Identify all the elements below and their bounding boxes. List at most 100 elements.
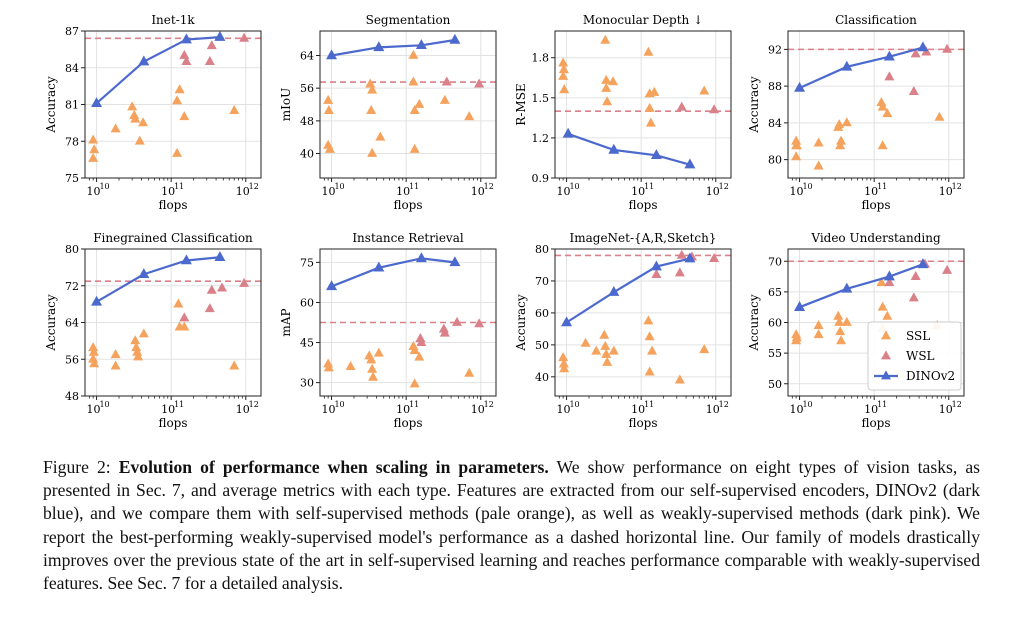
y-tick-label: 55 <box>768 347 782 360</box>
ssl-point <box>841 117 852 127</box>
ssl-point <box>834 119 845 129</box>
ssl-point <box>601 74 612 84</box>
wsl-point <box>206 40 217 50</box>
ssl-point <box>131 342 142 352</box>
ssl-point <box>367 84 378 94</box>
ssl-point <box>558 358 569 368</box>
ssl-point <box>602 96 613 106</box>
dinov2-point <box>180 254 192 265</box>
x-tick-label: 10 <box>322 403 336 416</box>
y-axis-label: Accuracy <box>514 294 528 351</box>
dinov2-point <box>91 97 103 108</box>
dinov2-line <box>331 38 456 57</box>
dinov2-line <box>331 257 456 288</box>
y-axis-label: Accuracy <box>747 76 761 133</box>
ssl-point <box>365 78 376 88</box>
y-tick-label: 64 <box>65 317 79 330</box>
wsl-point <box>439 327 450 337</box>
x-tick-label: 10 <box>236 403 250 416</box>
ssl-point <box>876 97 887 107</box>
dinov2-point <box>415 39 427 50</box>
x-tick-exponent: 11 <box>877 400 887 409</box>
ssl-point <box>934 111 945 121</box>
x-tick-label: 10 <box>790 403 804 416</box>
y-tick-label: 40 <box>300 148 314 161</box>
ssl-point <box>368 371 379 381</box>
ssl-point <box>644 366 655 376</box>
y-tick-label: 75 <box>65 172 79 185</box>
ssl-point <box>110 360 121 370</box>
x-tick-exponent: 12 <box>484 400 494 409</box>
y-tick-label: 1.2 <box>532 132 550 145</box>
x-tick-exponent: 12 <box>719 182 729 191</box>
ssl-point <box>674 374 685 384</box>
ssl-point <box>836 335 847 345</box>
panel-title: Classification <box>835 13 917 27</box>
caption-bold-title: Evolution of performance when scaling in… <box>118 457 549 477</box>
plot-area <box>555 34 731 169</box>
ssl-point <box>88 346 99 356</box>
ssl-point <box>132 346 143 356</box>
dinov2-point <box>138 55 150 66</box>
y-tick-label: 50 <box>535 339 549 352</box>
x-tick-label: 10 <box>631 185 645 198</box>
x-tick-exponent: 11 <box>644 400 654 409</box>
ssl-point <box>408 76 419 86</box>
ssl-point <box>464 111 475 121</box>
wsl-point <box>676 101 687 111</box>
plot-area <box>320 252 496 388</box>
x-tick-label: 10 <box>864 403 878 416</box>
ssl-point <box>835 326 846 336</box>
y-tick-label: 56 <box>300 82 314 95</box>
x-tick-label: 10 <box>790 185 804 198</box>
y-tick-label: 65 <box>768 286 782 299</box>
ssl-point <box>88 342 99 352</box>
y-tick-label: 50 <box>768 378 782 391</box>
ssl-point <box>130 335 141 345</box>
ssl-point <box>229 105 240 115</box>
wsl-point <box>179 49 190 59</box>
wsl-point <box>441 76 452 86</box>
dinov2-point <box>180 33 192 44</box>
y-tick-label: 75 <box>300 256 314 269</box>
axes-frame <box>319 248 497 397</box>
ssl-point <box>179 321 190 331</box>
wsl-point <box>206 284 217 294</box>
ssl-point <box>601 82 612 92</box>
x-tick-label: 10 <box>939 185 953 198</box>
x-axis-label: flops <box>628 416 657 430</box>
ssl-point <box>791 140 802 150</box>
wsl-point <box>709 104 720 114</box>
ssl-point <box>877 301 888 311</box>
x-tick-exponent: 12 <box>719 400 729 409</box>
x-tick-exponent: 12 <box>952 400 962 409</box>
ssl-point <box>591 345 602 355</box>
y-tick-label: 78 <box>65 135 79 148</box>
ssl-point <box>373 347 384 357</box>
legend-dino-marker <box>881 370 891 380</box>
y-tick-label: 1.5 <box>532 92 550 105</box>
dinov2-point <box>608 286 620 296</box>
x-tick-exponent: 10 <box>569 182 579 191</box>
dinov2-point <box>841 282 853 293</box>
ssl-point <box>813 329 824 339</box>
x-axis-label: flops <box>628 198 657 212</box>
ssl-point <box>608 345 619 355</box>
plot-area <box>85 251 261 370</box>
x-tick-exponent: 11 <box>877 182 887 191</box>
y-tick-label: 60 <box>300 296 314 309</box>
y-axis-label: Accuracy <box>44 294 58 351</box>
caption-text-3: for a detailed analysis. <box>184 573 343 594</box>
dinov2-line <box>567 132 691 166</box>
panel-title: Video Understanding <box>810 231 941 245</box>
ssl-point <box>647 345 658 355</box>
y-tick-label: 30 <box>300 377 314 390</box>
ssl-point <box>813 137 824 147</box>
caption-ref-2[interactable]: 7 <box>171 573 181 594</box>
caption-ref-1[interactable]: 7 <box>171 480 181 501</box>
axes-frame <box>84 30 262 179</box>
dinov2-point <box>883 50 895 61</box>
